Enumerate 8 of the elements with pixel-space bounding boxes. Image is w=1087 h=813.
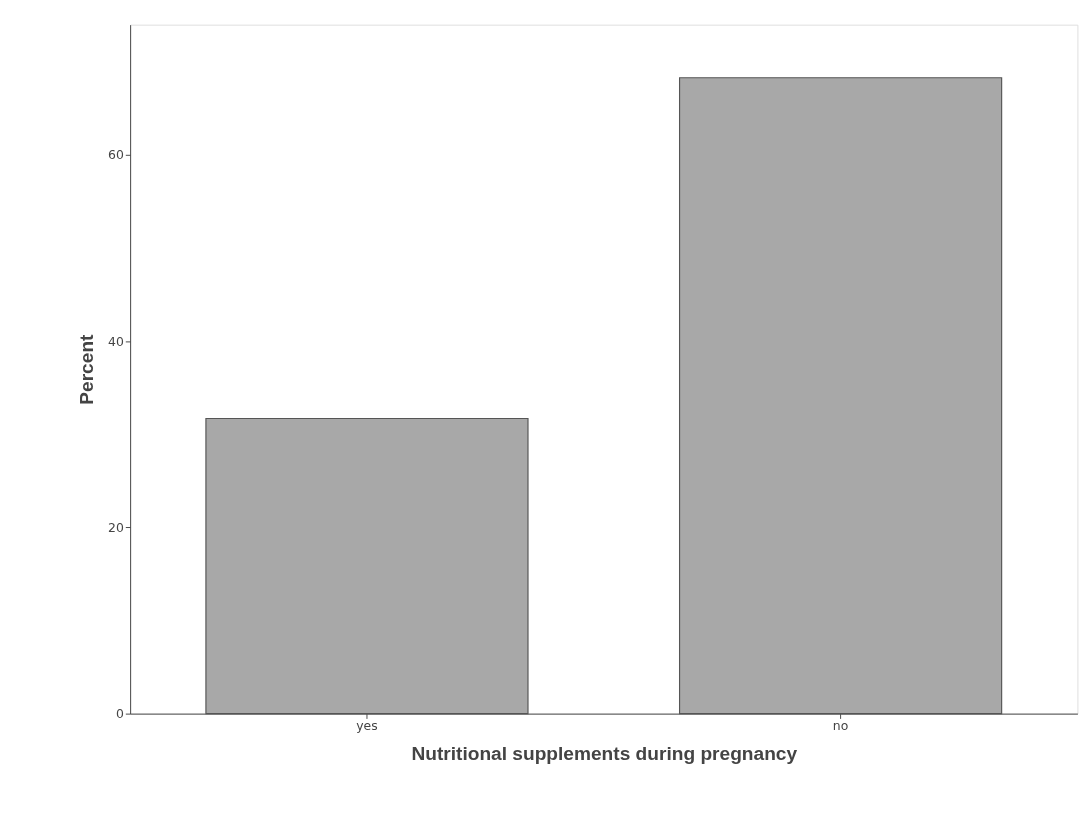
x-tick-label: yes [356, 718, 378, 734]
y-tick-label: 0 [116, 705, 125, 721]
y-axis-title: Percent [75, 333, 97, 405]
x-axis-title: Nutritional supplements during pregnancy [411, 743, 798, 765]
y-tick-label: 20 [108, 519, 124, 535]
y-tick-label: 60 [108, 147, 124, 163]
x-tick-label: no [832, 718, 849, 734]
y-tick-label: 40 [108, 333, 124, 349]
